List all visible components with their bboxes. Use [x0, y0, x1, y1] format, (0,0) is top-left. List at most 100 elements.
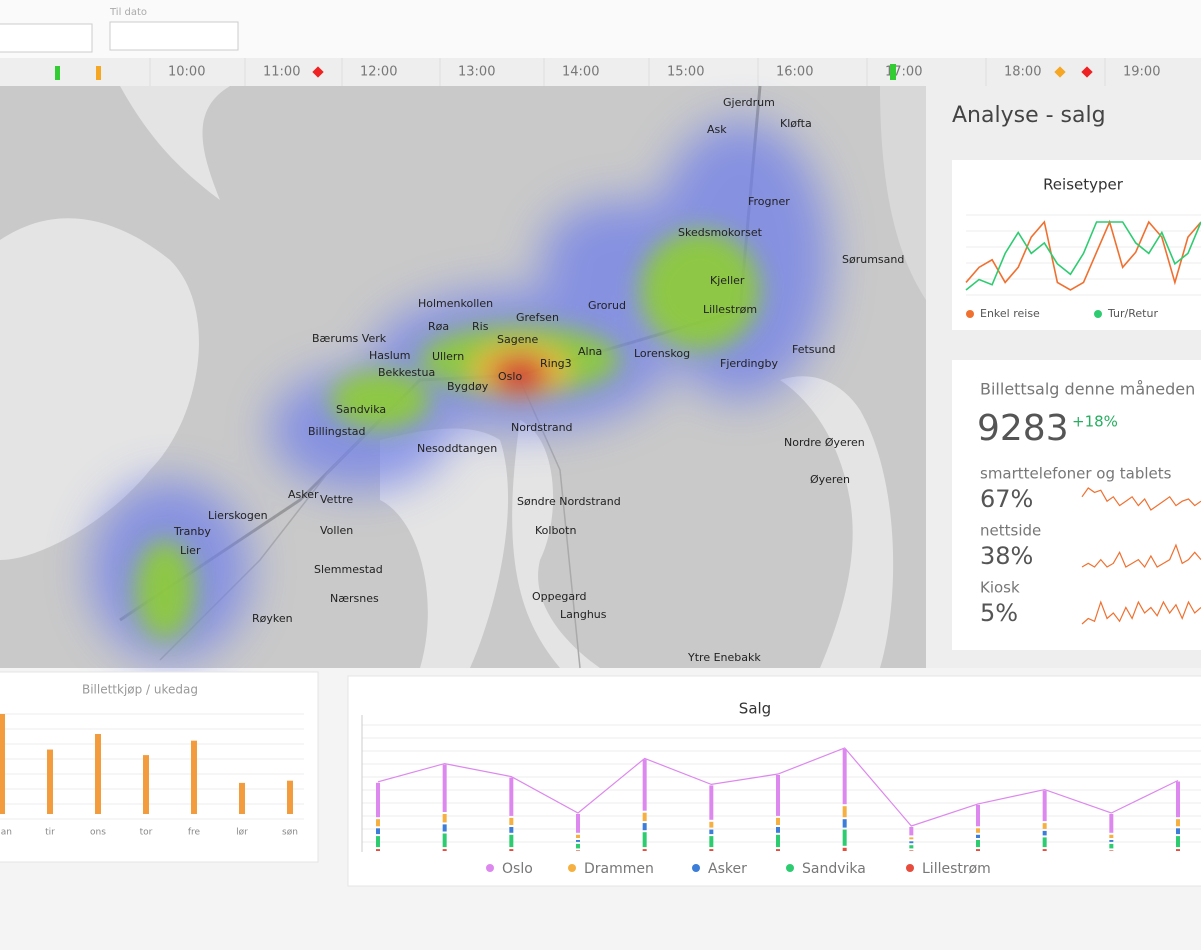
sales-change: +18% — [1072, 413, 1118, 431]
legend-label: Enkel reise — [980, 307, 1040, 320]
map-area — [880, 86, 926, 300]
place-label: Bygdøy — [447, 380, 489, 393]
stack-segment — [1042, 849, 1047, 851]
place-label: Fjerdingby — [720, 357, 778, 370]
legend-swatch — [486, 864, 494, 872]
bar — [287, 780, 293, 814]
legend-swatch — [568, 864, 576, 872]
stack-segment — [842, 749, 847, 805]
place-label: Gjerdrum — [723, 96, 775, 109]
stack-segment — [642, 759, 647, 811]
place-label: Nordstrand — [511, 421, 573, 434]
stack-segment — [1109, 834, 1114, 838]
place-label: Vollen — [320, 524, 353, 537]
x-tick-label: ons — [90, 828, 106, 838]
stack-segment — [1176, 781, 1180, 818]
x-tick-label: tor — [140, 828, 153, 838]
sparkline — [1081, 487, 1201, 511]
stack-segment — [709, 849, 714, 851]
hour-label: 15:00 — [667, 65, 704, 80]
stack-segment — [1042, 823, 1047, 829]
legend-label: Lillestrøm — [922, 861, 991, 877]
stack-segment — [376, 782, 380, 818]
stack-segment — [776, 849, 780, 851]
stack-segment — [376, 819, 380, 827]
x-tick-label: fre — [188, 828, 201, 838]
channel-name: nettside — [980, 522, 1041, 540]
to-date-input[interactable] — [109, 21, 239, 51]
x-tick-label: søn — [282, 828, 298, 838]
stack-segment — [842, 806, 847, 818]
place-label: Sagene — [497, 333, 538, 346]
heatmap — [90, 120, 830, 660]
timeline-marker — [96, 66, 101, 80]
place-label: Søndre Nordstrand — [517, 495, 621, 508]
stack-segment — [1109, 814, 1114, 833]
stack-segment — [1109, 843, 1114, 849]
place-label: Lierskogen — [208, 509, 268, 522]
bar — [191, 740, 197, 814]
hour-label: 13:00 — [458, 65, 495, 80]
place-label: Sørumsand — [842, 253, 904, 266]
stack-segment — [909, 845, 914, 849]
sales-value: 9283 — [977, 408, 1069, 449]
place-label: Lorenskog — [634, 347, 690, 360]
map-water — [120, 86, 230, 200]
from-date-input[interactable] — [0, 23, 93, 53]
series-line — [965, 221, 1201, 291]
stack-segment — [509, 849, 514, 851]
place-label: Røyken — [252, 612, 293, 625]
stack-segment — [709, 836, 714, 848]
channel-share: 5% — [980, 599, 1018, 627]
stack-segment — [776, 775, 780, 816]
stack-segment — [576, 843, 580, 849]
place-label: Oslo — [498, 370, 522, 383]
bar — [47, 749, 53, 814]
place-label: Kolbotn — [535, 524, 576, 537]
place-label: Nærsnes — [330, 592, 379, 605]
sparkline — [1081, 600, 1201, 625]
stack-segment — [442, 833, 447, 848]
place-label: Nesoddtangen — [417, 442, 497, 455]
channel-share: 67% — [980, 485, 1033, 513]
map-water — [512, 420, 600, 668]
stack-segment — [909, 827, 914, 836]
legend-swatch — [1094, 310, 1102, 318]
stack-segment — [976, 828, 980, 833]
legend-label: Sandvika — [802, 861, 866, 877]
stack-segment — [376, 849, 380, 851]
map-labels: Gjerdrum Ask Kløfta Frogner Skedsmokorset Sør… — [173, 96, 1064, 664]
channel-share: 38% — [980, 542, 1033, 570]
stack-segment — [576, 814, 580, 833]
stack-segment — [642, 832, 647, 848]
hour-label: 18:00 — [1004, 65, 1041, 80]
legend-swatch — [786, 864, 794, 872]
reisetyper-card — [952, 160, 1201, 330]
stack-segment — [642, 812, 647, 822]
legend-swatch — [966, 310, 974, 318]
channel-name: smarttelefoner og tablets — [980, 465, 1172, 483]
hour-label: 14:00 — [562, 65, 599, 80]
place-label: Haslum — [369, 349, 411, 362]
map-water — [0, 218, 199, 560]
place-label: Sandvika — [336, 403, 386, 416]
legend-label: Drammen — [584, 861, 654, 877]
bar — [95, 734, 101, 814]
stack-segment — [1176, 836, 1180, 848]
x-tick-label: lør — [236, 828, 248, 838]
place-label: Langhus — [560, 608, 607, 621]
stack-segment — [576, 840, 580, 842]
stack-segment — [709, 821, 714, 828]
series-line — [965, 219, 1201, 291]
stack-segment — [1176, 819, 1180, 827]
stack-segment — [1109, 850, 1114, 851]
stack-segment — [576, 834, 580, 838]
sales-card — [952, 360, 1201, 650]
stack-segment — [776, 834, 780, 848]
place-label: Billingstad — [308, 425, 366, 438]
bar — [143, 755, 149, 814]
place-label: Kløfta — [780, 117, 812, 130]
stack-segment — [509, 827, 514, 833]
stack-segment — [776, 827, 780, 833]
